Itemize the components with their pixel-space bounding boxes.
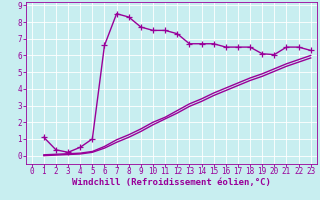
X-axis label: Windchill (Refroidissement éolien,°C): Windchill (Refroidissement éolien,°C)	[72, 178, 271, 187]
